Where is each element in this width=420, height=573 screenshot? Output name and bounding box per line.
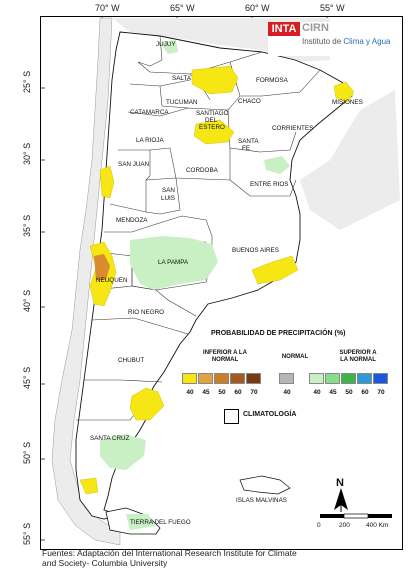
province-label: SAN [162, 187, 175, 194]
legend-value-above: 50 [345, 389, 353, 396]
legend-value-normal: 40 [283, 389, 291, 396]
province-label: CHACO [238, 98, 261, 105]
scale-bar [320, 513, 392, 519]
province-label: CHUBUT [118, 357, 144, 364]
province-label: CATAMARCA [130, 109, 169, 116]
legend-value-above: 70 [377, 389, 385, 396]
province-label: MENDOZA [116, 217, 148, 224]
inta-badge: INTA [268, 22, 300, 36]
province-label: SANTA [238, 138, 259, 145]
legend-swatch-above [373, 373, 388, 384]
province-labels: JUJUY SALTA FORMOSA MISIONES TUCUMAN CAT… [90, 41, 363, 526]
legend-value-above: 45 [329, 389, 337, 396]
province-label: CORRIENTES [272, 125, 313, 132]
province-boundaries [76, 35, 321, 421]
province-label: CORDOBA [186, 167, 219, 174]
province-label: FE [242, 145, 250, 152]
inta-logo: INTA CIRN Instituto de Clima y Agua [268, 22, 398, 56]
north-label: N [336, 477, 344, 489]
province-label: RIO NEGRO [128, 309, 164, 316]
legend-title: PROBABILIDAD DE PRECIPITACIÓN (%) [211, 330, 346, 337]
legend-swatch-below [198, 373, 213, 384]
legend-value-below: 70 [250, 389, 258, 396]
legend-value-above: 40 [313, 389, 321, 396]
climatology-swatch [224, 409, 239, 424]
legend-swatch-above [309, 373, 324, 384]
cirn-label: CIRN [302, 22, 329, 34]
scale-label: 200 [339, 522, 350, 529]
legend-value-above: 60 [361, 389, 369, 396]
below-normal-core [94, 254, 110, 280]
longitude-label: 60° W [245, 3, 270, 13]
legend-swatch-above [341, 373, 356, 384]
uruguay-brazil-land [300, 90, 400, 230]
longitude-label: 70° W [95, 3, 120, 13]
legend-swatch-above [325, 373, 340, 384]
province-label: LUIS [161, 195, 175, 202]
above-normal-areas [100, 40, 290, 530]
longitude-label: 55° W [320, 3, 345, 13]
legend-normal-label: NORMAL [281, 354, 309, 360]
footer-source: Fuentes: Adaptación del International Re… [42, 548, 297, 568]
legend-value-below: 45 [202, 389, 210, 396]
malvinas-island [239, 475, 291, 495]
legend-swatch-below [214, 373, 229, 384]
legend-swatch-below [182, 373, 197, 384]
province-label: SAN JUAN [118, 161, 150, 168]
province-label: SANTIAGO [196, 110, 229, 117]
legend-swatch-below [246, 373, 261, 384]
legend-swatch-below [230, 373, 245, 384]
province-label: ENTRE RIOS [250, 181, 289, 188]
legend-swatch-normal [279, 373, 294, 384]
province-label: FORMOSA [256, 77, 289, 84]
longitude-label: 65° W [170, 3, 195, 13]
legend-swatch-above [357, 373, 372, 384]
scale-label: 400 Km [366, 522, 389, 529]
province-label: ESTERO [199, 124, 225, 131]
province-label: JUJUY [156, 41, 176, 48]
province-label: DEL [205, 117, 218, 124]
scale-label: 0 [317, 522, 321, 529]
legend-value-below: 50 [218, 389, 226, 396]
climatology-label: CLIMATOLOGÍA [243, 411, 297, 418]
province-label: TIERRA DEL FUEGO [130, 519, 191, 526]
province-label: BUENOS AIRES [232, 247, 279, 254]
province-label: LA PAMPA [158, 259, 189, 266]
legend-below-label: INFERIOR A LA NORMAL [203, 350, 247, 363]
province-label: LA RIOJA [136, 137, 164, 144]
legend-value-below: 40 [186, 389, 194, 396]
institute-label: Instituto de Clima y Agua [302, 37, 391, 46]
province-label: SANTA CRUZ [90, 435, 130, 442]
legend-above-label: SUPERIOR A LA NORMAL [339, 350, 377, 363]
province-label: TUCUMAN [166, 99, 198, 106]
province-label: SALTA [172, 75, 192, 82]
province-label: MISIONES [332, 99, 363, 106]
north-arrow-icon [334, 488, 348, 512]
province-label: NEUQUEN [96, 277, 128, 284]
legend-value-below: 60 [234, 389, 242, 396]
province-label: ISLAS MALVINAS [236, 497, 287, 504]
